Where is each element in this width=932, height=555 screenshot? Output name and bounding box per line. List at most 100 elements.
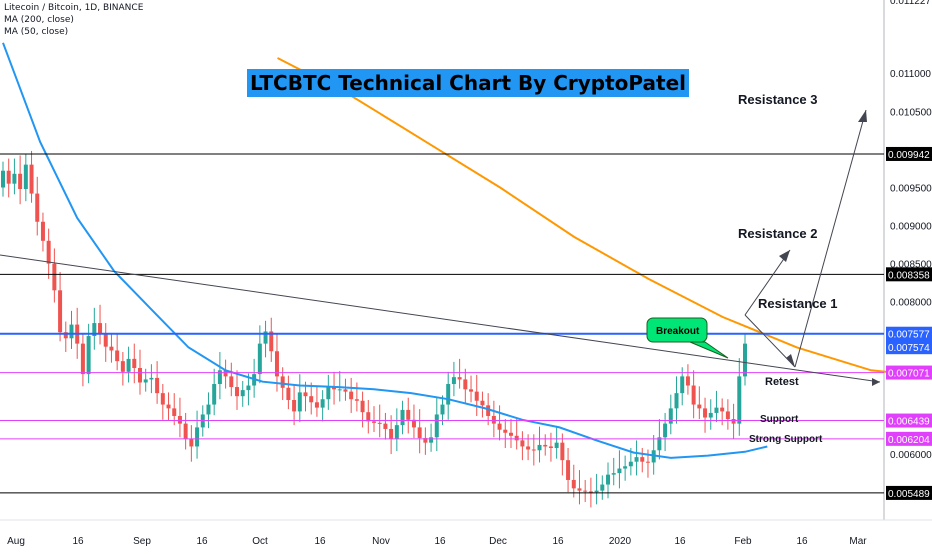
candle-body: [709, 413, 713, 418]
candle-body: [18, 174, 22, 189]
candle-body: [355, 399, 359, 401]
candle-body: [195, 427, 199, 446]
candle-body: [383, 424, 387, 429]
candle-body: [692, 386, 696, 405]
candle-body: [206, 405, 210, 415]
candle-body: [640, 457, 644, 462]
candle-body: [87, 336, 91, 374]
candle-body: [326, 387, 330, 399]
y-tick-label: 0.008500: [890, 260, 932, 271]
candle-body: [155, 378, 159, 393]
last-price-label: 0.007574: [888, 343, 930, 354]
candle-body: [121, 361, 125, 372]
candle-body: [737, 376, 741, 423]
candle-body: [577, 488, 581, 490]
strong-support-label: Strong Support: [749, 434, 823, 445]
candle-body: [58, 290, 62, 332]
x-tick-label: Aug: [7, 536, 25, 547]
candle-body: [526, 446, 530, 449]
price-level-label: 0.006204: [888, 435, 930, 446]
candle-body: [600, 485, 604, 491]
price-level-label: 0.009942: [888, 150, 930, 161]
y-tick-label: 0.011000: [890, 69, 931, 80]
x-tick-label: 16: [674, 536, 686, 547]
candle-body: [720, 408, 724, 412]
candle-body: [452, 377, 456, 384]
candle-body: [286, 388, 290, 400]
candle-body: [446, 384, 450, 405]
price-level-label: 0.007577: [888, 330, 930, 341]
candle-body: [440, 405, 444, 415]
candle-body: [686, 376, 690, 385]
candle-body: [509, 433, 513, 436]
candle-body: [617, 469, 621, 474]
candle-body: [498, 424, 502, 430]
x-tick-label: 16: [552, 536, 564, 547]
support-label: Support: [760, 414, 799, 425]
arrowhead-retest: [786, 354, 795, 367]
candle-body: [515, 436, 519, 441]
candle-body: [566, 460, 570, 480]
candle-body: [172, 408, 176, 416]
candle-body: [714, 408, 718, 413]
candle-body: [309, 396, 313, 402]
candle-body: [161, 393, 165, 404]
candle-body: [47, 241, 51, 264]
candle-body: [366, 412, 370, 421]
ma200-line: [278, 58, 932, 378]
candle-body: [246, 386, 250, 391]
resistance-3-label: Resistance 3: [738, 92, 818, 107]
candle-body: [543, 445, 547, 447]
candle-body: [30, 165, 34, 194]
candle-body: [595, 491, 599, 493]
candle-body: [560, 443, 564, 461]
ma200-legend: MA (200, close): [4, 14, 74, 26]
candle-body: [115, 350, 119, 361]
candle-body: [241, 390, 245, 396]
candle-body: [606, 475, 610, 485]
y-tick-label-top: 0.011227: [890, 0, 931, 7]
arrowhead-r2: [779, 250, 790, 262]
candle-body: [69, 325, 73, 339]
candle-body: [520, 440, 524, 446]
price-level-label: 0.006439: [888, 417, 930, 428]
candle-body: [697, 405, 701, 409]
candle-body: [401, 410, 405, 425]
x-tick-label: 2020: [609, 536, 632, 547]
candle-body: [292, 400, 296, 411]
y-tick-label: 0.010500: [890, 107, 932, 118]
candle-body: [492, 416, 496, 424]
candle-body: [532, 450, 536, 451]
y-tick-label: 0.009000: [890, 222, 932, 233]
y-tick-label: 0.006000: [890, 450, 932, 461]
candle-body: [127, 359, 131, 372]
candle-body: [52, 264, 56, 291]
candle-body: [104, 334, 108, 347]
x-tick-label: Mar: [849, 536, 867, 547]
candle-body: [235, 387, 239, 396]
candle-body: [703, 408, 707, 417]
candle-body: [298, 392, 302, 411]
candle-body: [149, 378, 153, 380]
candle-body: [583, 491, 587, 492]
candle-body: [663, 424, 667, 438]
candle-body: [555, 443, 559, 448]
resistance-2-label: Resistance 2: [738, 226, 818, 241]
candle-body: [98, 323, 102, 334]
candle-body: [589, 491, 593, 492]
y-tick-label: 0.009500: [890, 183, 932, 194]
candle-body: [132, 359, 136, 368]
candle-body: [726, 411, 730, 419]
x-tick-label: Sep: [133, 536, 151, 547]
retest-label: Retest: [765, 376, 799, 388]
candle-body: [321, 399, 325, 407]
candle-body: [469, 389, 473, 391]
arrowhead-r3: [858, 110, 867, 122]
candle-body: [480, 401, 484, 406]
candle-body: [281, 376, 285, 387]
y-tick-label: 0.008000: [890, 298, 932, 309]
candle-body: [418, 427, 422, 438]
symbol-legend: Litecoin / Bitcoin, 1D, BINANCE: [4, 2, 143, 14]
breakout-label: Breakout: [656, 326, 700, 337]
candle-body: [178, 416, 182, 424]
